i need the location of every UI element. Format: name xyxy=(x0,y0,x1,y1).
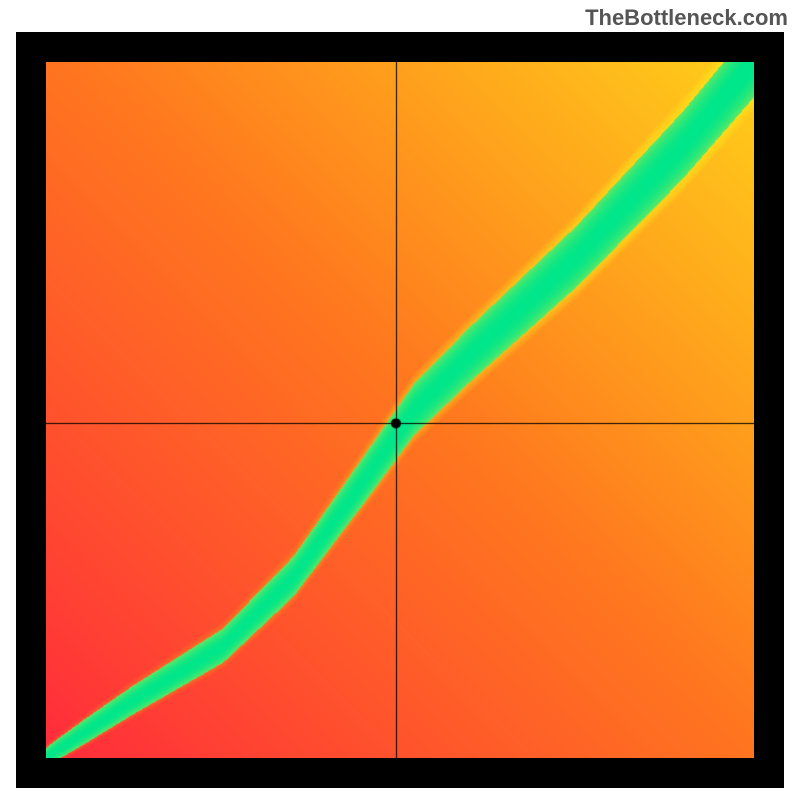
attribution-label: TheBottleneck.com xyxy=(585,5,788,31)
chart-frame xyxy=(16,32,784,788)
overlay-canvas xyxy=(46,62,754,758)
chart-container: TheBottleneck.com xyxy=(0,0,800,800)
